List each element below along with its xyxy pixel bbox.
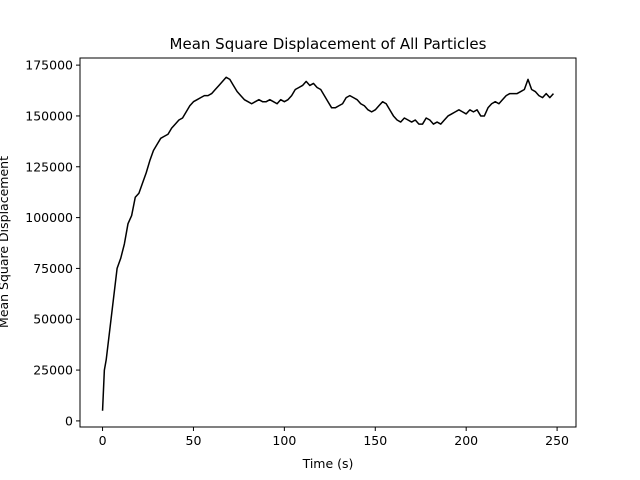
y-tick-label: 125000 — [25, 159, 73, 174]
x-tick-label: 50 — [186, 433, 202, 448]
chart-title: Mean Square Displacement of All Particle… — [170, 35, 487, 53]
y-tick-label: 175000 — [25, 58, 73, 73]
data-line — [101, 76, 555, 411]
axes-frame — [79, 57, 577, 428]
y-tick-label: 150000 — [25, 108, 73, 123]
x-tick-label: 200 — [454, 433, 478, 448]
y-tick-label: 75000 — [33, 261, 73, 276]
y-tick-label: 25000 — [33, 363, 73, 378]
y-tick-label: 100000 — [25, 210, 73, 225]
x-tick-label: 0 — [99, 433, 107, 448]
y-axis-label: Mean Square Displacement — [0, 156, 11, 328]
x-tick-label: 250 — [545, 433, 569, 448]
y-tick-label: 50000 — [33, 312, 73, 327]
x-tick-label: 100 — [272, 433, 296, 448]
x-axis-label: Time (s) — [302, 456, 354, 471]
y-tick-label: 0 — [65, 413, 73, 428]
x-tick-label: 150 — [363, 433, 387, 448]
